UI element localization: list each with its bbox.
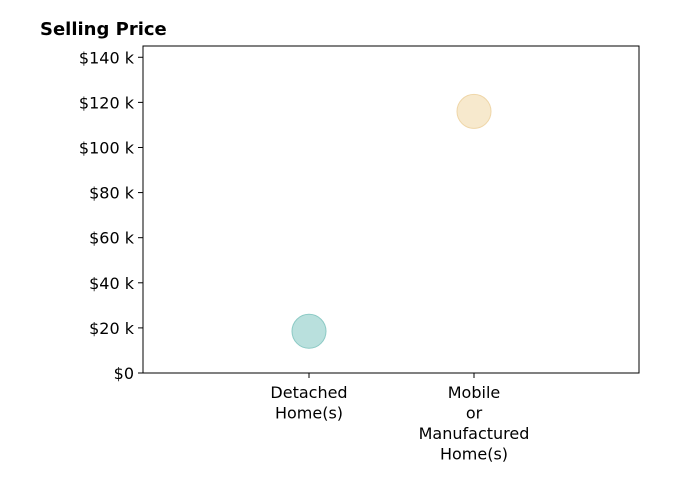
y-tick-label: $120 k (79, 93, 135, 112)
y-tick-label: $20 k (89, 319, 135, 338)
x-tick-label: Detached Home(s) (270, 383, 347, 423)
y-tick-label: $40 k (89, 274, 135, 293)
plot-area (142, 45, 640, 374)
y-tick-label: $80 k (89, 184, 135, 203)
x-axis: Detached Home(s) Mobile or Manufactured Home(… (270, 373, 529, 464)
data-point (291, 313, 327, 349)
data-points (291, 93, 492, 349)
y-tick-label: $140 k (79, 48, 135, 67)
y-axis: $0 $20 k $40 k $60 k $80 k $100 k $120 k $140 k (79, 48, 143, 383)
y-tick-label: $0 (114, 364, 134, 383)
data-point (456, 93, 492, 129)
y-tick-label: $100 k (79, 138, 135, 157)
x-tick-label: Mobile or Manufactured Home(s) (419, 383, 530, 464)
chart-title: Selling Price (40, 19, 167, 40)
y-tick-label: $60 k (89, 229, 135, 248)
